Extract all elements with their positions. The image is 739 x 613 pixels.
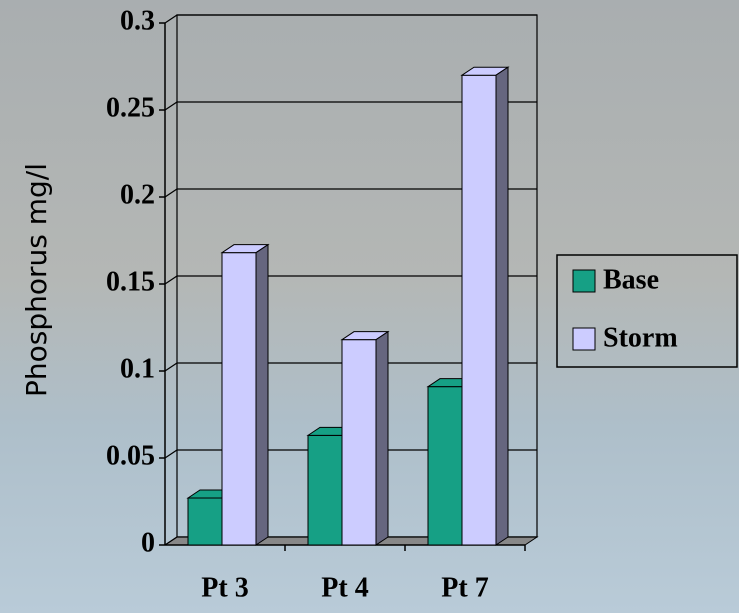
legend-label: Base [603, 264, 659, 295]
bar-side-shade [256, 245, 268, 545]
bar [222, 245, 268, 545]
y-tick-label: 0.25 [106, 92, 155, 123]
y-tick-label: 0 [141, 527, 155, 558]
y-tick-label: 0.2 [120, 179, 155, 210]
bar-front [428, 387, 462, 545]
legend-swatch [573, 328, 595, 350]
chart: Phosphorus mg/l 0 0.05 0.1 0.15 0.2 0.25 0.3 Pt… [0, 0, 739, 613]
x-tick-label: Pt 3 [201, 572, 248, 603]
bar [462, 67, 508, 545]
y-tick-label: 0.15 [106, 266, 155, 297]
legend-swatch [573, 270, 595, 292]
y-axis-label: Phosphorus mg/l [20, 163, 53, 397]
x-tick-label: Pt 7 [441, 572, 488, 603]
bar-front [462, 75, 496, 545]
x-tick-label: Pt 4 [321, 572, 368, 603]
bar-front [342, 340, 376, 545]
bar-side-shade [496, 67, 508, 545]
bar [342, 332, 388, 545]
y-tick-label: 0.1 [120, 353, 155, 384]
bar-front [308, 435, 342, 545]
y-tick-label: 0.3 [120, 5, 155, 36]
legend-label: Storm [603, 322, 678, 353]
bar-front [222, 253, 256, 545]
bar-side-shade [376, 332, 388, 545]
y-tick-label: 0.05 [106, 440, 155, 471]
bar-front [188, 498, 222, 545]
